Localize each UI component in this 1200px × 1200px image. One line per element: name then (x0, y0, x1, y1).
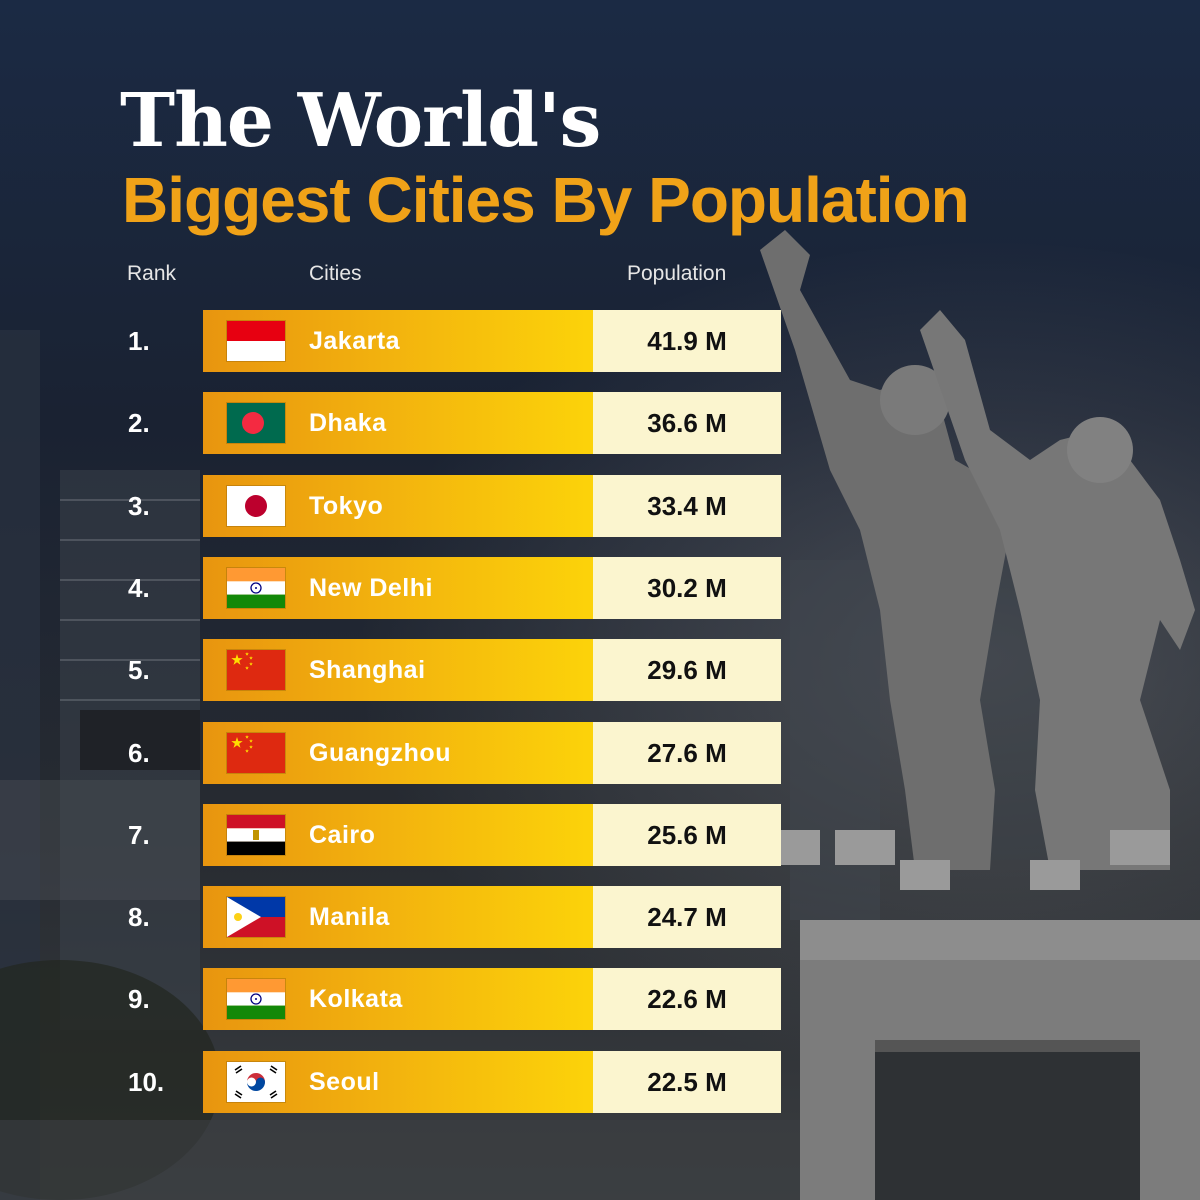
city-bar: Jakarta (203, 310, 593, 372)
rank-label: 5. (128, 655, 150, 686)
city-bar: Tokyo (203, 474, 593, 537)
city-bar: Manila (203, 886, 593, 949)
rank-label: 4. (128, 572, 150, 603)
table-row: 10. Seoul 22.5 M (0, 1050, 800, 1113)
rank-column-header: Rank (127, 262, 177, 285)
city-name: Shanghai (309, 656, 426, 685)
population-value: 22.6 M (593, 968, 781, 1031)
population-value: 33.4 M (593, 474, 781, 537)
statue-monument-image (750, 230, 1200, 1200)
city-name: Manila (309, 903, 390, 932)
table-row: 6. Guangzhou 27.6 M (0, 721, 800, 784)
city-bar: Seoul (203, 1050, 593, 1113)
city-name: Jakarta (309, 327, 401, 355)
philippines-flag-icon (227, 897, 285, 938)
city-bar: Shanghai (203, 639, 593, 702)
table-row: 2. Dhaka 36.6 M (0, 392, 800, 455)
rank-label: 1. (128, 326, 150, 356)
table-row: 8. Manila 24.7 M (0, 886, 800, 949)
egypt-flag-icon (227, 814, 285, 855)
indonesia-flag-icon (227, 321, 285, 361)
city-bar: Guangzhou (203, 721, 593, 784)
table-row: 7. Cairo 25.6 M (0, 803, 800, 866)
rank-label: 8. (128, 902, 150, 933)
city-name: Kolkata (309, 985, 403, 1014)
table-row: 1. Jakarta 41.9 M (0, 310, 800, 372)
china-flag-icon (227, 732, 285, 773)
city-bar: New Delhi (203, 556, 593, 619)
city-name: Cairo (309, 820, 376, 849)
rank-label: 2. (128, 408, 150, 439)
city-bar: Cairo (203, 803, 593, 866)
japan-flag-icon (227, 485, 285, 526)
india-flag-icon (227, 567, 285, 608)
population-value: 22.5 M (593, 1050, 781, 1113)
table-row: 5. Shanghai 29.6 M (0, 639, 800, 702)
city-name: New Delhi (309, 573, 433, 602)
city-name: Guangzhou (309, 738, 451, 767)
population-value: 24.7 M (593, 886, 781, 949)
rank-label: 9. (128, 984, 150, 1015)
table-row: 4. New Delhi 30.2 M (0, 556, 800, 619)
population-value: 27.6 M (593, 721, 781, 784)
city-bar: Dhaka (203, 392, 593, 455)
cities-column-header: Cities (309, 262, 362, 285)
rank-label: 6. (128, 737, 150, 768)
china-flag-icon (227, 650, 285, 691)
south-korea-flag-icon (227, 1061, 285, 1102)
rank-label: 7. (128, 819, 150, 850)
title-line-1: The World's (120, 78, 601, 164)
population-value: 25.6 M (593, 803, 781, 866)
population-value: 41.9 M (593, 310, 781, 372)
population-value: 30.2 M (593, 556, 781, 619)
city-name: Seoul (309, 1067, 380, 1096)
city-name: Dhaka (309, 409, 387, 438)
population-column-header: Population (627, 262, 727, 285)
population-value: 29.6 M (593, 639, 781, 702)
india-flag-icon (227, 979, 285, 1020)
table-row: 9. Kolkata 22.6 M (0, 968, 800, 1031)
bangladesh-flag-icon (227, 403, 285, 444)
rank-label: 3. (128, 490, 150, 521)
rank-label: 10. (128, 1066, 165, 1097)
title-line-2: Biggest Cities By Population (122, 164, 970, 236)
table-row: 3. Tokyo 33.4 M (0, 474, 800, 537)
city-bar: Kolkata (203, 968, 593, 1031)
city-name: Tokyo (309, 491, 384, 520)
population-value: 36.6 M (593, 392, 781, 455)
